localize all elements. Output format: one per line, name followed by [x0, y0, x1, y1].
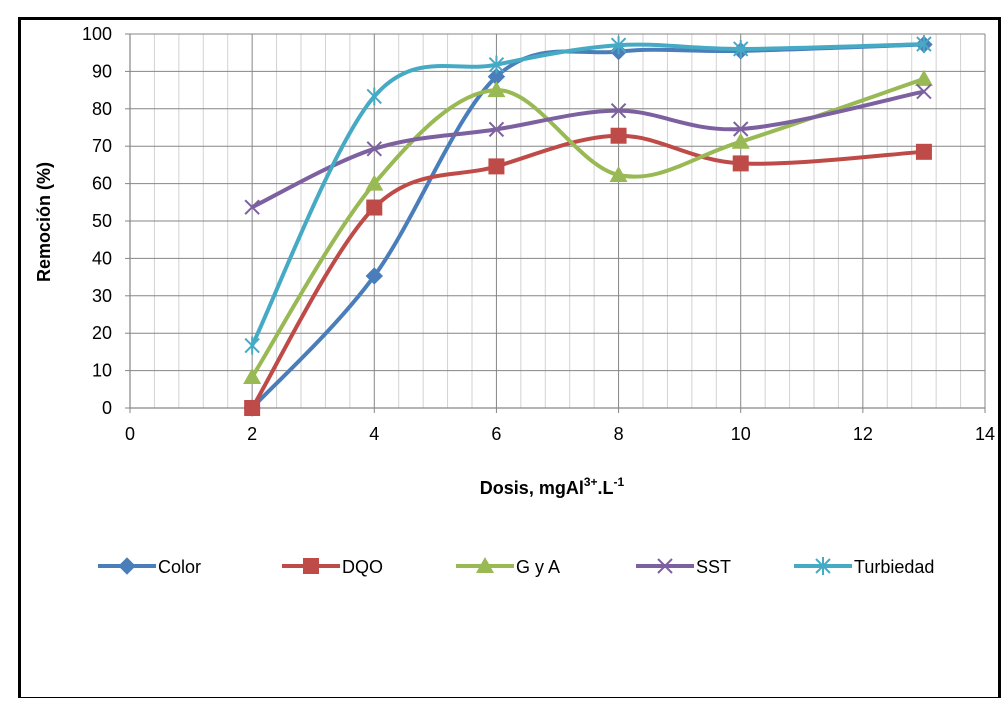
- legend-swatch-marker: [815, 557, 831, 575]
- chart-border: [18, 17, 1001, 700]
- x-tick-label: 4: [369, 424, 379, 444]
- series-line-turbiedad: [250, 42, 924, 347]
- axes: [125, 33, 986, 413]
- y-tick-label: 0: [102, 398, 112, 418]
- series-turbiedad: [244, 35, 932, 355]
- data-point-turbiedad: [488, 55, 505, 74]
- x-tick-label: 10: [731, 424, 751, 444]
- data-point-turbiedad: [610, 36, 627, 55]
- x-tick-label: 8: [614, 424, 624, 444]
- y-tick-label: 90: [92, 61, 112, 81]
- x-tick-label: 14: [975, 424, 995, 444]
- legend-label: Color: [158, 557, 201, 577]
- x-tick-label: 2: [247, 424, 257, 444]
- series-g-y-a: [243, 69, 933, 384]
- x-axis-title-main: Dosis, mgAl: [480, 478, 584, 498]
- legend-label: SST: [696, 557, 731, 577]
- data-point-turbiedad: [916, 35, 932, 54]
- data-point-turbiedad: [366, 87, 382, 106]
- data-point-dqo: [244, 400, 261, 416]
- data-point-g-y-a: [609, 165, 628, 182]
- data-point-dqo: [915, 143, 932, 160]
- x-tick-label: 6: [491, 424, 501, 444]
- legend-swatch-marker: [476, 557, 494, 573]
- legend-item-color: Color: [98, 557, 201, 577]
- y-tick-label: 70: [92, 136, 112, 156]
- y-tick-labels: 0 10 20 30 40 50 60 70 80 90 100: [82, 24, 112, 418]
- series-line-sst: [251, 89, 925, 209]
- legend-swatch-marker: [118, 557, 136, 575]
- x-tick-label: 12: [853, 424, 873, 444]
- y-tick-label: 20: [92, 323, 112, 343]
- legend-item-sst: SST: [636, 557, 731, 577]
- data-point-g-y-a: [914, 69, 933, 86]
- legend-item-dqo: DQO: [282, 557, 383, 577]
- y-tick-label: 10: [92, 361, 112, 381]
- legend-swatch-marker: [657, 558, 673, 574]
- data-point-g-y-a: [731, 132, 750, 149]
- legend: Color DQO G y A SST Turbiedad: [98, 557, 934, 577]
- data-point-turbiedad: [244, 336, 260, 355]
- y-tick-label: 60: [92, 174, 112, 194]
- data-point-sst: [488, 121, 505, 138]
- y-tick-label: 100: [82, 24, 112, 44]
- data-point-g-y-a: [243, 367, 262, 384]
- data-point-dqo: [366, 199, 383, 216]
- data-point-g-y-a: [487, 81, 506, 98]
- y-tick-label: 50: [92, 211, 112, 231]
- legend-item-g-y-a: G y A: [456, 557, 560, 577]
- series-dqo: [244, 127, 932, 416]
- series-line-g-y-a: [250, 76, 925, 379]
- legend-item-turbiedad: Turbiedad: [794, 557, 934, 577]
- legend-label: DQO: [342, 557, 383, 577]
- data-point-sst: [733, 121, 749, 137]
- data-point-sst: [916, 83, 932, 100]
- data-point-dqo: [488, 158, 505, 175]
- data-point-color: [365, 267, 383, 285]
- x-tick-label: 0: [125, 424, 135, 444]
- data-point-sst: [610, 102, 627, 119]
- data-point-dqo: [610, 127, 627, 144]
- legend-label: G y A: [516, 557, 560, 577]
- y-axis-title: Remoción (%): [34, 162, 54, 282]
- y-tick-label: 40: [92, 248, 112, 268]
- series-group: [243, 35, 933, 417]
- data-point-sst: [366, 141, 382, 157]
- series-line-dqo: [250, 133, 925, 410]
- legend-swatch-marker: [303, 558, 319, 574]
- x-axis-title-mid: .L: [598, 478, 614, 498]
- data-point-g-y-a: [365, 174, 384, 191]
- x-tick-labels: 0 2 4 6 8 10 12 14: [125, 424, 995, 444]
- y-tick-label: 80: [92, 99, 112, 119]
- data-point-dqo: [732, 155, 749, 172]
- y-tick-label: 30: [92, 286, 112, 306]
- data-point-sst: [244, 199, 260, 215]
- data-point-turbiedad: [733, 39, 749, 58]
- series-sst: [244, 83, 932, 215]
- x-axis-title-sup: 3+: [584, 475, 598, 489]
- x-axis-title-sup2: -1: [614, 475, 625, 489]
- x-axis-title: Dosis, mgAl3+.L-1: [480, 475, 625, 498]
- legend-label: Turbiedad: [854, 557, 934, 577]
